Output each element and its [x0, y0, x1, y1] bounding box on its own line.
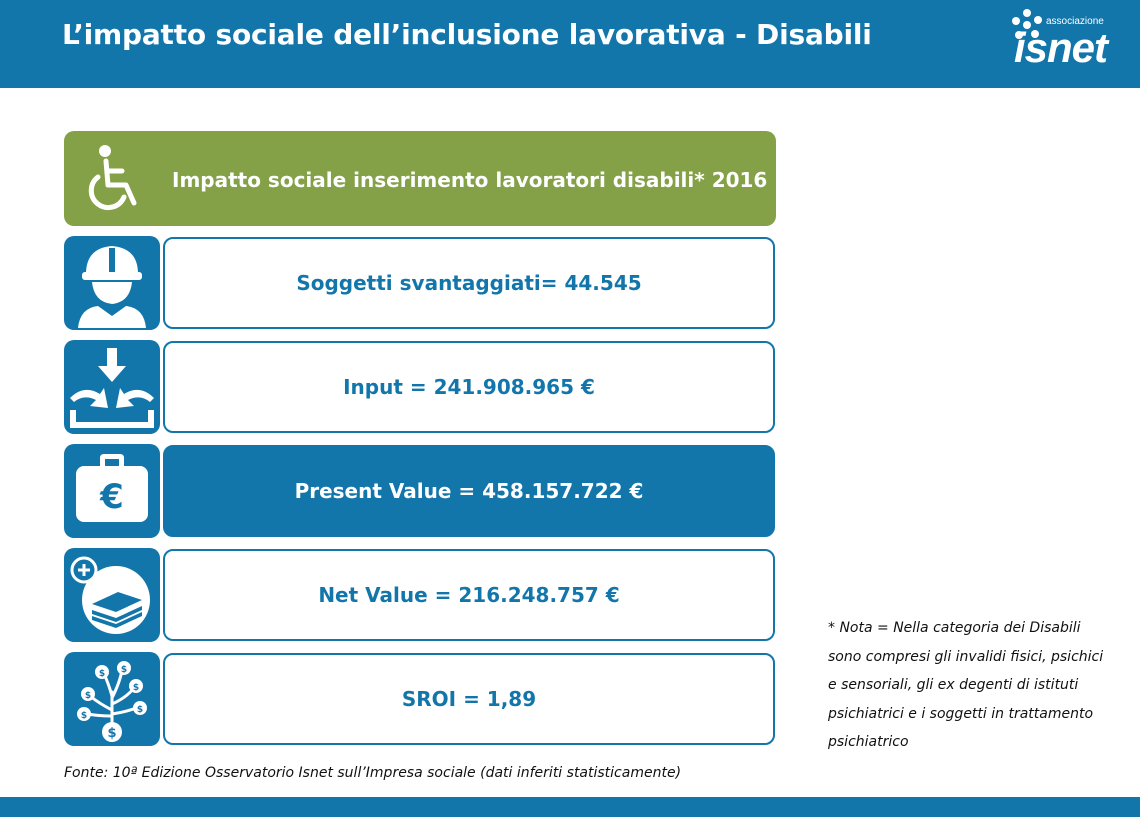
- svg-text:$: $: [99, 669, 105, 679]
- value-present-value: Present Value = 458.157.722 €: [294, 479, 644, 503]
- row-soggetti: Soggetti svantaggiati= 44.545: [64, 236, 776, 330]
- page-title: L’impatto sociale dell’inclusione lavora…: [62, 18, 872, 51]
- svg-text:$: $: [85, 691, 91, 701]
- impact-banner: Impatto sociale inserimento lavoratori d…: [64, 131, 776, 226]
- money-tree-icon: $ $ $ $ $ $ $: [77, 661, 147, 742]
- value-input: Input = 241.908.965 €: [343, 375, 595, 399]
- svg-text:$: $: [137, 705, 143, 715]
- value-box-present-value: Present Value = 458.157.722 €: [163, 445, 775, 537]
- header-bar: L’impatto sociale dell’inclusione lavora…: [0, 0, 1140, 88]
- footnote-line: * Nota = Nella categoria dei Disabili: [828, 620, 1081, 636]
- banner-label: Impatto sociale inserimento lavoratori d…: [172, 168, 768, 192]
- input-arrows-icon: [70, 348, 154, 428]
- value-net-value: Net Value = 216.248.757 €: [318, 583, 620, 607]
- value-box-net-value: Net Value = 216.248.757 €: [163, 549, 775, 641]
- footnote: * Nota = Nella categoria dei Disabili so…: [828, 614, 1128, 757]
- footnote-line: psichiatrico: [828, 734, 909, 750]
- icon-box-net-value: [64, 548, 160, 642]
- value-soggetti: Soggetti svantaggiati= 44.545: [296, 271, 642, 295]
- source-caption: Fonte: 10ª Edizione Osservatorio Isnet s…: [64, 765, 682, 781]
- money-plus-icon: [70, 556, 150, 634]
- euro-briefcase-icon: €: [76, 454, 148, 522]
- logo-big-text: isnet: [1014, 24, 1108, 71]
- logo-small-text: associazione: [1046, 16, 1104, 27]
- svg-text:$: $: [81, 711, 87, 721]
- value-box-sroi: SROI = 1,89: [163, 653, 775, 745]
- svg-text:€: €: [99, 477, 124, 517]
- icon-box-sroi: $ $ $ $ $ $ $: [64, 652, 160, 746]
- asterisk-logo-icon: [1012, 9, 1042, 39]
- icon-box-input: [64, 340, 160, 434]
- row-sroi: $ $ $ $ $ $ $ SROI = 1,89: [64, 652, 776, 746]
- row-present-value: € Present Value = 458.157.722 €: [64, 444, 776, 538]
- isnet-logo: associazione isnet: [1010, 8, 1120, 76]
- value-sroi: SROI = 1,89: [401, 687, 537, 711]
- footer-bar: [0, 797, 1140, 817]
- value-box-input: Input = 241.908.965 €: [163, 341, 775, 433]
- worker-icon: [78, 246, 146, 328]
- footnote-line: sono compresi gli invalidi fisici, psich…: [828, 648, 1104, 665]
- svg-text:$: $: [133, 683, 139, 693]
- value-box-soggetti: Soggetti svantaggiati= 44.545: [163, 237, 775, 329]
- svg-text:$: $: [107, 726, 116, 741]
- svg-text:$: $: [121, 665, 127, 675]
- wheelchair-icon: [88, 145, 137, 211]
- footnote-line: e sensoriali, gli ex degenti di istituti: [828, 677, 1079, 693]
- row-input: Input = 241.908.965 €: [64, 340, 776, 434]
- icon-box-present-value: €: [64, 444, 160, 538]
- row-net-value: Net Value = 216.248.757 €: [64, 548, 776, 642]
- footnote-line: psichiatrici e i soggetti in trattamento: [828, 705, 1094, 722]
- icon-box-worker: [64, 236, 160, 330]
